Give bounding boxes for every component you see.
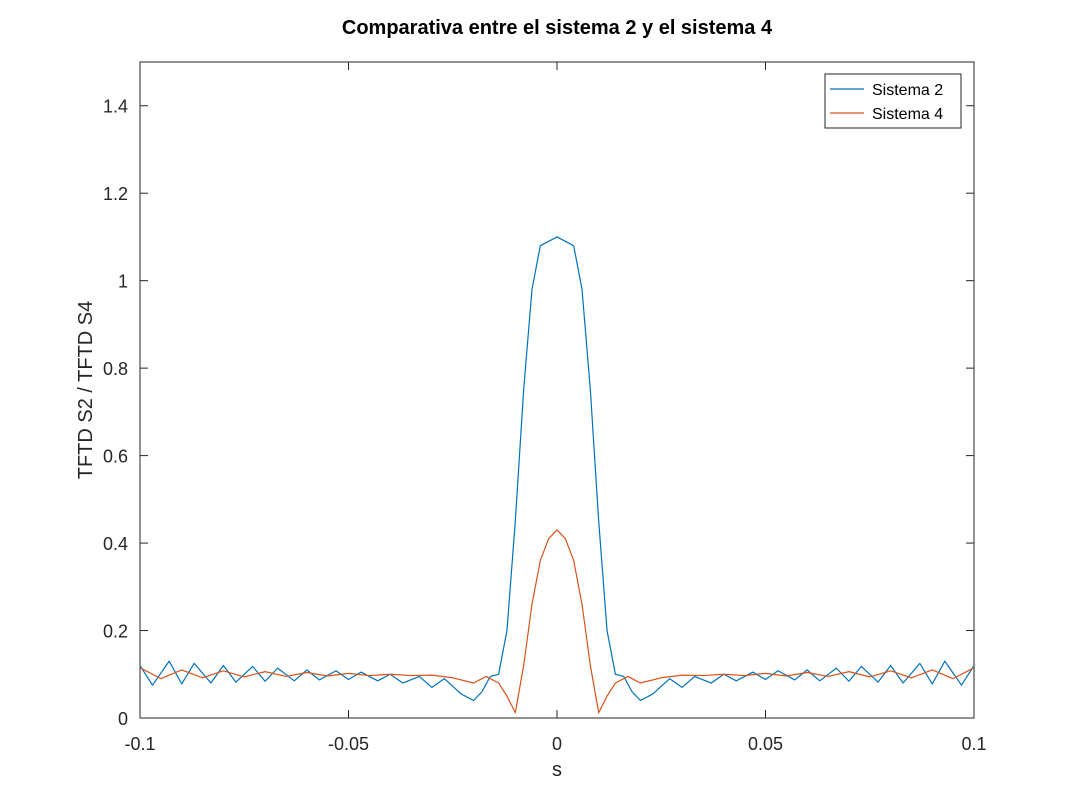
series-line-sistema-4 — [139, 529, 975, 714]
x-axis-label: s — [552, 759, 562, 781]
y-axis-label: TFTD S2 / TFTD S4 — [75, 301, 97, 480]
axis-ticks: -0.1 -0.05 0 0.05 0.1 0 0.2 0.4 0.6 0.8 1 1.2 1.4 — [103, 62, 987, 754]
plot-area — [139, 61, 975, 719]
legend-label-sistema-2: Sistema 2 — [872, 82, 943, 99]
legend-label-sistema-4: Sistema 4 — [872, 106, 943, 123]
y-tick-label: 0 — [118, 709, 128, 729]
chart-title: Comparativa entre el sistema 2 y el sist… — [342, 17, 773, 39]
series-line-sistema-2 — [139, 236, 975, 702]
y-tick-label: 1 — [118, 272, 128, 292]
y-tick-label: 0.8 — [103, 359, 128, 379]
y-tick-label: 0.4 — [103, 534, 128, 554]
y-tick-label: 1.2 — [103, 184, 128, 204]
x-tick-label: 0.1 — [961, 734, 986, 754]
x-tick-label: 0.05 — [748, 734, 783, 754]
x-tick-label: -0.05 — [328, 734, 369, 754]
x-tick-label: 0 — [552, 734, 562, 754]
series-lines — [139, 236, 975, 714]
y-tick-label: 0.2 — [103, 622, 128, 642]
legend: Sistema 2 Sistema 4 — [824, 73, 962, 129]
y-tick-label: 0.6 — [103, 447, 128, 467]
x-tick-label: -0.1 — [124, 734, 155, 754]
y-tick-label: 1.4 — [103, 97, 128, 117]
legend-box — [824, 73, 962, 129]
